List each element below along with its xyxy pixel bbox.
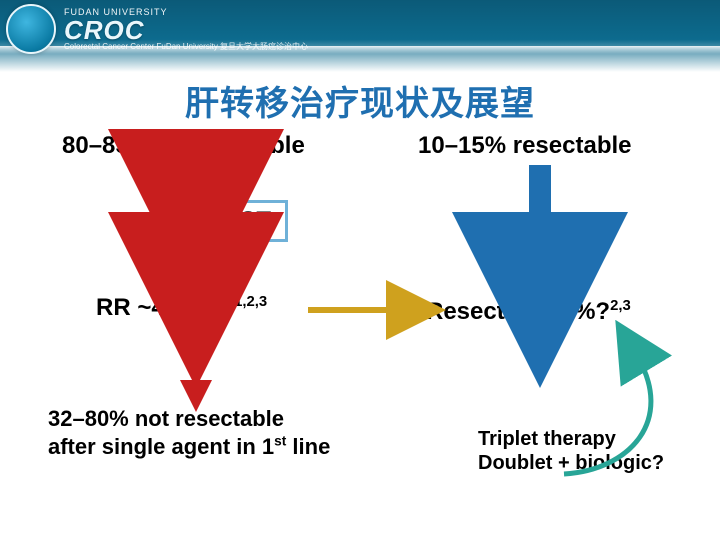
arrows-layer bbox=[0, 0, 720, 540]
arrow-curve bbox=[564, 354, 651, 474]
